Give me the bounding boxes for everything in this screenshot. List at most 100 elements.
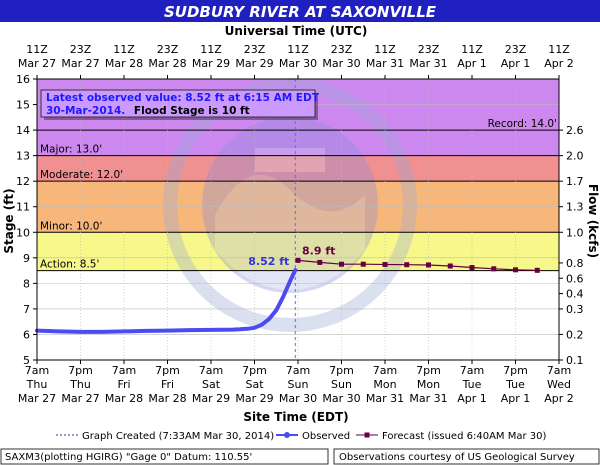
bottom-tick-date: Mar 28 xyxy=(148,392,186,405)
bottom-tick-day: Sat xyxy=(245,378,264,391)
bottom-tick-day: Sun xyxy=(331,378,352,391)
forecast-point xyxy=(339,261,344,267)
forecast-series-line xyxy=(297,259,538,271)
band-label-action: Action: 8.5' xyxy=(40,259,99,271)
footer-datum: SAXM3(plotting HGIRG) "Gage 0" Datum: 11… xyxy=(5,452,252,463)
bottom-tick-date: Mar 30 xyxy=(322,392,360,405)
bottom-tick-hour: 7am xyxy=(25,364,49,377)
y2-axis-label: Flow (kcfs) xyxy=(586,184,600,258)
bottom-tick-date: Mar 31 xyxy=(366,392,404,405)
info-box-flood-stage: Flood Stage is 10 ft xyxy=(134,105,250,117)
forecast-point xyxy=(513,267,518,273)
legend-observed-marker xyxy=(284,432,290,438)
band-labels: Action: 8.5' Minor: 10.0' Moderate: 12.0' M… xyxy=(40,118,557,271)
right-axis-ticks: 0.1 0.2 0.3 0.4 0.6 0.8 1.0 1.3 1.7 2.0 2.6 xyxy=(559,124,584,367)
bottom-tick-hour: 7pm xyxy=(68,364,93,377)
top-tick-date: Mar 31 xyxy=(409,57,447,70)
legend-forecast: Forecast (issued 6:40AM Mar 30) xyxy=(382,431,546,442)
y-tick-label: 15 xyxy=(16,99,30,112)
band-label-moderate: Moderate: 12.0' xyxy=(40,169,123,181)
legend-observed: Observed xyxy=(302,431,350,442)
y2-tick-label: 0.6 xyxy=(566,272,584,285)
info-box-line1: Latest observed value: 8.52 ft at 6:15 A… xyxy=(46,92,320,104)
top-tick-hour: 23Z xyxy=(331,43,353,56)
y2-tick-label: 0.4 xyxy=(566,288,584,301)
band-label-major: Major: 13.0' xyxy=(40,144,102,156)
y2-tick-label: 2.6 xyxy=(566,124,584,137)
top-tick-date: Mar 30 xyxy=(279,57,317,70)
footer: SAXM3(plotting HGIRG) "Gage 0" Datum: 11… xyxy=(0,448,600,465)
y-tick-label: 8 xyxy=(23,277,30,290)
bottom-tick-day: Thu xyxy=(26,378,48,391)
observed-value-label: 8.52 ft xyxy=(248,255,289,268)
top-tick-hour: 11Z xyxy=(461,43,483,56)
forecast-point xyxy=(317,259,323,265)
info-box-date: 30-Mar-2014. xyxy=(46,105,125,117)
forecast-point xyxy=(491,266,497,272)
y2-tick-label: 2.0 xyxy=(566,150,584,163)
bottom-tick-date: Mar 29 xyxy=(192,392,230,405)
forecast-points xyxy=(295,257,540,273)
top-tick-date: Mar 29 xyxy=(192,57,230,70)
y-tick-label: 16 xyxy=(16,73,30,86)
bottom-tick-hour: 7pm xyxy=(416,364,441,377)
top-tick-hour: 23Z xyxy=(157,43,179,56)
y2-tick-label: 1.0 xyxy=(566,226,584,239)
top-tick-hour: 11Z xyxy=(287,43,309,56)
plot-area: Action: 8.5' Minor: 10.0' Moderate: 12.0' M… xyxy=(35,78,560,361)
forecast-point xyxy=(404,262,410,268)
top-tick-date: Mar 28 xyxy=(148,57,186,70)
y-tick-label: 13 xyxy=(16,150,30,163)
top-tick-date: Mar 29 xyxy=(235,57,273,70)
forecast-point xyxy=(469,265,475,271)
bottom-tick-hour: 7am xyxy=(112,364,136,377)
bottom-tick-day: Wed xyxy=(547,378,571,391)
bottom-tick-day: Thu xyxy=(69,378,91,391)
bottom-tick-hour: 7am xyxy=(286,364,310,377)
top-tick-hour: 23Z xyxy=(505,43,527,56)
y-tick-label: 9 xyxy=(23,252,30,265)
legend-graph-created: Graph Created (7:33AM Mar 30, 2014) xyxy=(82,431,274,442)
top-tick-hour: 23Z xyxy=(70,43,92,56)
y2-tick-label: 1.7 xyxy=(566,175,584,188)
observed-series-line xyxy=(35,268,298,334)
forecast-point xyxy=(382,261,388,267)
top-tick-date: Apr 2 xyxy=(544,57,574,70)
record-label: Record: 14.0' xyxy=(488,118,557,130)
bottom-tick-day: Sun xyxy=(288,378,309,391)
left-axis-ticks: 5 6 7 8 9 10 11 12 13 14 15 16 xyxy=(16,73,37,367)
y2-tick-label: 0.8 xyxy=(566,257,584,270)
forecast-value-label: 8.9 ft xyxy=(302,244,335,257)
forecast-point xyxy=(534,267,540,273)
bottom-tick-date: Apr 1 xyxy=(457,392,487,405)
top-tick-date: Mar 30 xyxy=(322,57,360,70)
title-band xyxy=(0,0,600,22)
forecast-point xyxy=(295,257,301,263)
noaa-watermark-icon xyxy=(163,78,417,332)
bottom-tick-date: Mar 28 xyxy=(105,392,143,405)
top-tick-date: Apr 1 xyxy=(457,57,487,70)
top-tick-hour: 11Z xyxy=(26,43,48,56)
legend: Graph Created (7:33AM Mar 30, 2014) Obse… xyxy=(56,431,546,442)
y-tick-label: 6 xyxy=(23,328,30,341)
bottom-tick-hour: 7pm xyxy=(155,364,180,377)
top-tick-hour: 23Z xyxy=(418,43,440,56)
info-box: Latest observed value: 8.52 ft at 6:15 A… xyxy=(40,89,320,120)
top-tick-date: Apr 1 xyxy=(501,57,531,70)
forecast-point xyxy=(360,261,366,267)
bottom-tick-day: Tue xyxy=(505,378,525,391)
y2-tick-label: 0.1 xyxy=(566,354,584,367)
y-tick-label: 11 xyxy=(16,201,30,214)
bottom-tick-date: Apr 1 xyxy=(501,392,531,405)
bottom-tick-day: Tue xyxy=(462,378,482,391)
y-tick-label: 10 xyxy=(16,226,30,239)
top-tick-hour: 11Z xyxy=(200,43,222,56)
y2-tick-label: 0.2 xyxy=(566,328,584,341)
bottom-tick-hour: 7pm xyxy=(503,364,528,377)
y-tick-label: 12 xyxy=(16,175,30,188)
x-axis-label: Site Time (EDT) xyxy=(243,410,348,424)
top-tick-hour: 11Z xyxy=(113,43,135,56)
chart-title: SUDBURY RIVER AT SAXONVILLE xyxy=(164,3,437,21)
